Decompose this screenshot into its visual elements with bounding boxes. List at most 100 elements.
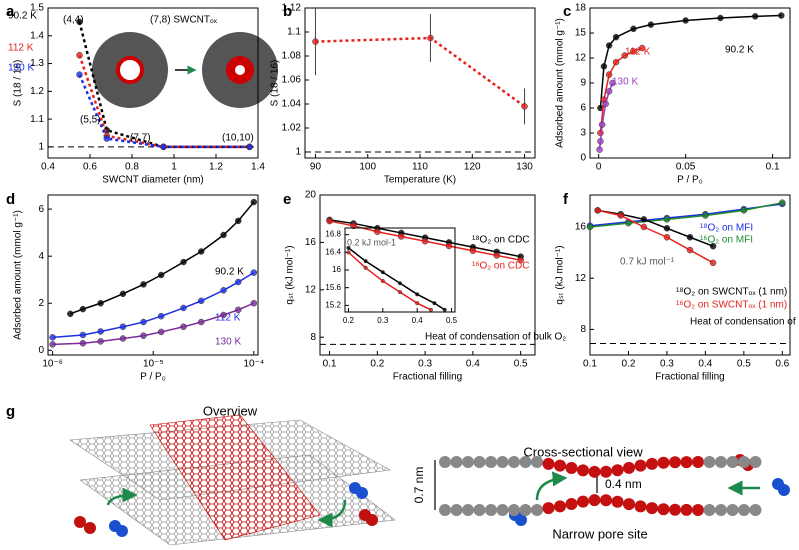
x-tick-label: 100 [359,162,376,173]
data-point [157,312,165,320]
data-point [79,331,87,339]
data-point [380,279,385,284]
data-point [234,306,242,314]
data-point [140,318,147,326]
data-point [421,237,429,245]
plot-frame [319,194,536,356]
x-axis-title: SWCNT diameter (nm) [102,175,204,186]
data-point [140,332,147,339]
atom [611,464,624,477]
graphene-sheets [69,414,396,546]
x-tick-label: 1 [171,162,177,173]
series-line [315,36,526,108]
y-tick-label: 16.8 [325,230,341,239]
atom [680,503,693,516]
x-tick-label: 0.3 [418,359,432,370]
annotation: 0.2 kJ mol-1 [347,237,396,247]
atom [496,456,509,468]
data-point [157,328,165,336]
legend-label: ¹⁸O₂ on SWCNTₒₓ (1 nm) [676,287,787,298]
panel-label: f [563,191,569,208]
data-point [79,339,87,347]
series-line [52,272,255,339]
data-point [612,58,620,66]
atom [749,456,762,468]
atom [462,504,474,516]
x-tick-label: 130 [516,162,533,173]
atom [565,497,578,510]
cross-section-label: Cross-sectional view [523,444,643,459]
data-point [663,216,671,223]
y-axis-title: qₛₜ (kJ mol⁻¹) [555,245,566,304]
y-tick-label: 1.02 [282,123,302,134]
data-point [598,121,606,128]
annotation: (7,8) SWCNTₒₓ [150,15,218,26]
atom [496,504,509,516]
x-tick-label: 0.5 [514,359,528,370]
series-line [78,21,250,149]
x-axis-title: P / P₀ [677,175,703,186]
panel-label: b [283,3,292,20]
x-tick-label: 0.6 [83,162,97,173]
data-point [397,281,403,286]
y-tick-label: 4 [38,251,44,262]
y-tick-label: 1.06 [282,75,302,86]
data-point [630,48,637,55]
data-point [397,290,403,295]
data-point [103,135,111,142]
series-line [78,54,250,149]
legend-label: 112 K [215,313,241,324]
panel-label: e [283,191,291,208]
legend-label: 90.2 K [8,11,37,22]
atom [623,498,635,511]
series-line [597,209,714,247]
atom [646,457,658,470]
y-tick-label: 8 [310,332,316,343]
data-point [594,207,601,214]
annotation: Heat of condensation of bulk O₂ [425,332,566,343]
data-point [517,256,524,264]
y-tick-label: 1 [38,142,44,153]
y-tick-label: 1.4 [30,30,44,41]
data-point [625,219,632,227]
data-point [234,217,242,225]
data-point [415,292,420,297]
data-point [617,212,625,219]
site-label: Narrow pore site [552,526,647,541]
atom [588,465,601,478]
atom [577,495,589,508]
data-point [119,335,127,342]
legend-label: ¹⁸O₂ on CDC [472,235,530,246]
legend-label: 90.2 K [215,267,244,278]
data-point [220,231,227,239]
y-tick-label: 1.5 [30,3,44,14]
legend-label: 112 K [8,43,34,54]
data-point [180,304,187,312]
data-point [119,323,127,331]
atom [703,504,716,516]
x-tick-label: 0.2 [622,359,636,370]
x-axis-title: Temperature (K) [384,175,456,186]
legend-label: ¹⁶O₂ on MFI [700,235,753,246]
data-point [180,258,187,266]
x-tick-label: 0.1 [583,359,597,370]
x-axis-title: Fractional filling [655,372,724,383]
y-tick-label: 1.08 [282,51,302,62]
data-point [663,233,671,241]
data-point [469,247,477,254]
x-tick-label: 110 [412,162,428,173]
y-tick-label: 12 [305,284,317,295]
atom [485,456,497,468]
atom [749,504,762,516]
x-tick-label: 90 [310,162,322,173]
atom [692,456,704,469]
atom [519,504,532,516]
y-tick-label: 18 [575,3,587,14]
y-tick-label: 2 [38,298,44,309]
y-tick-label: 1.3 [30,58,44,69]
y-tick-label: 16 [305,237,317,248]
data-point [234,278,242,286]
x-tick-label: 0.1 [323,359,337,370]
x-tick-label: 10⁻⁶ [42,359,63,370]
